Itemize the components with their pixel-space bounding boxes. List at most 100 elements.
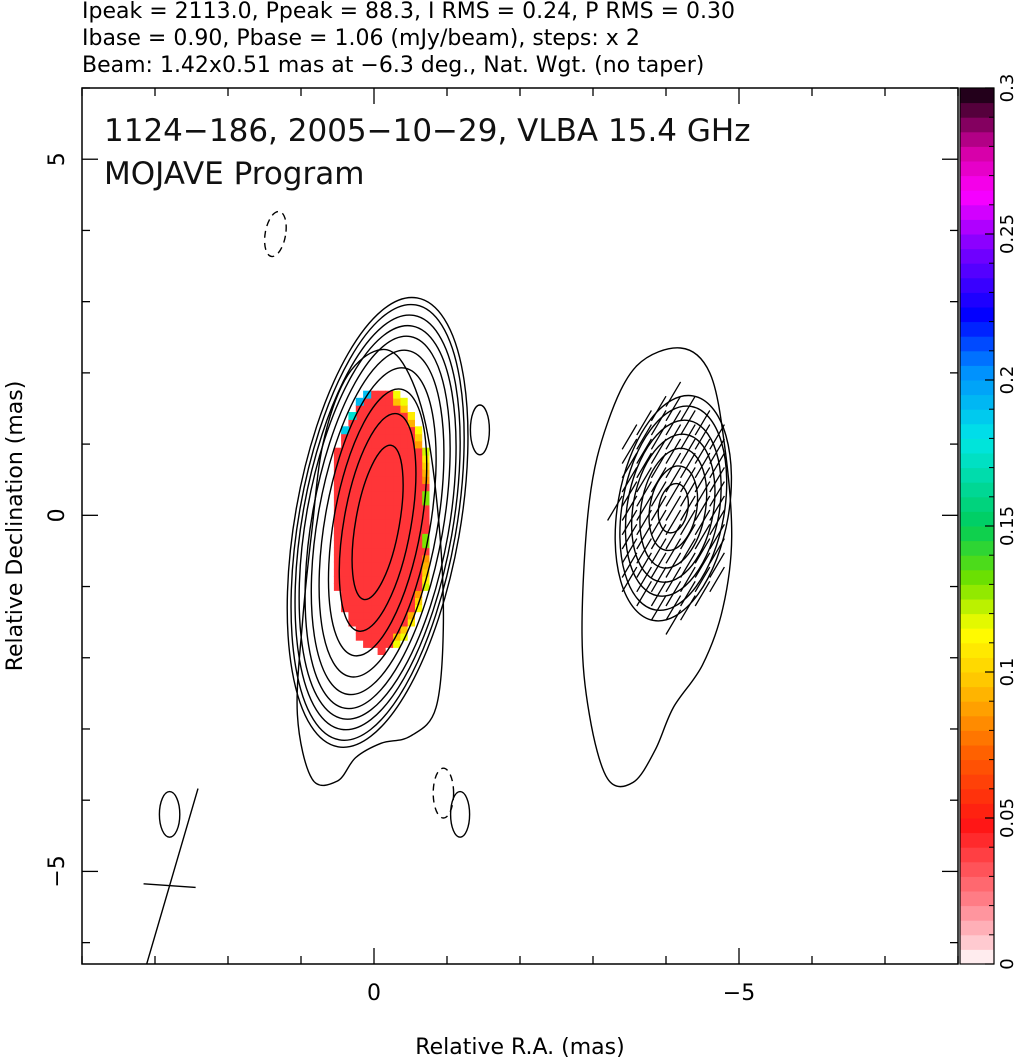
polarization-pixel bbox=[348, 454, 357, 463]
contour-core bbox=[304, 335, 451, 710]
contour-core bbox=[351, 444, 404, 601]
polarization-pixel bbox=[406, 447, 415, 456]
polarization-pixel bbox=[363, 518, 372, 527]
colorbar-cell bbox=[960, 102, 994, 118]
polarization-pixel bbox=[341, 540, 350, 549]
colorbar-cell bbox=[960, 350, 994, 366]
polarization-pixel bbox=[414, 604, 423, 613]
evpa-tick bbox=[665, 481, 682, 507]
polarization-pixel bbox=[406, 412, 415, 420]
polarization-pixel bbox=[421, 461, 430, 470]
evpa-tick bbox=[650, 595, 667, 621]
polarization-pixel bbox=[399, 540, 408, 549]
colorbar-cell bbox=[960, 467, 994, 483]
polarization-pixel bbox=[341, 568, 350, 577]
polarization-pixel bbox=[414, 583, 423, 591]
polarization-pixel bbox=[348, 526, 357, 534]
colorbar-tick-label: 0.25 bbox=[997, 214, 1018, 254]
y-tick-label: 5 bbox=[45, 152, 70, 166]
polarization-pixel bbox=[399, 497, 408, 506]
beam-minor-axis bbox=[143, 883, 196, 889]
polarization-pixel bbox=[355, 554, 364, 563]
polarization-pixel bbox=[406, 611, 415, 620]
map-plot: 0 −5 5 0 −5 1124−186, 2005−10−29, VLBA 15.4 … bbox=[45, 87, 959, 1006]
polarization-pixel bbox=[377, 575, 386, 584]
polarization-pixel bbox=[370, 440, 379, 449]
polarization-pixel bbox=[370, 518, 379, 527]
polarization-pixel bbox=[363, 440, 372, 449]
colorbar-cell bbox=[960, 657, 994, 673]
colorbar-cell bbox=[960, 788, 994, 804]
polarization-pixel bbox=[377, 568, 386, 577]
polarization-pixel bbox=[406, 490, 415, 499]
evpa-tick bbox=[694, 424, 711, 450]
polarization-pixel bbox=[370, 526, 379, 534]
colorbar-cell bbox=[960, 730, 994, 746]
polarization-pixel bbox=[399, 625, 408, 634]
polarization-pixel bbox=[355, 575, 364, 584]
polarization-pixel bbox=[363, 397, 372, 406]
polarization-pixel bbox=[341, 561, 350, 570]
polarization-pixel bbox=[355, 469, 364, 477]
evpa-tick bbox=[709, 566, 725, 593]
polarization-pixel bbox=[392, 390, 401, 399]
polarization-pixel bbox=[414, 426, 423, 435]
polarization-pixel bbox=[385, 526, 394, 534]
evpa-tick bbox=[665, 538, 682, 564]
polarization-pixel bbox=[421, 554, 430, 563]
polarization-pixel bbox=[348, 575, 357, 584]
polarization-pixel bbox=[370, 540, 379, 549]
colorbar-cell bbox=[960, 88, 994, 104]
colorbar-cell bbox=[960, 365, 994, 381]
evpa-tick bbox=[665, 452, 682, 479]
polarization-pixel bbox=[333, 568, 342, 577]
evpa-tick bbox=[680, 595, 696, 621]
polarization-pixel bbox=[348, 590, 357, 598]
evpa-tick bbox=[709, 495, 725, 521]
polarization-pixel bbox=[363, 447, 372, 456]
colorbar-cell bbox=[960, 803, 994, 819]
polarization-pixel bbox=[399, 518, 408, 527]
polarization-pixel bbox=[392, 461, 401, 470]
evpa-tick bbox=[650, 552, 667, 578]
evpa-tick bbox=[694, 438, 711, 464]
polarization-pixel bbox=[399, 440, 408, 449]
polarization-pixel bbox=[363, 561, 372, 570]
polarization-pixel bbox=[363, 568, 372, 577]
polarization-pixel bbox=[414, 526, 423, 534]
polarization-pixel bbox=[414, 590, 423, 598]
polarization-pixel bbox=[392, 540, 401, 549]
polarization-pixel bbox=[385, 640, 394, 648]
polarization-pixel bbox=[377, 590, 386, 598]
polarization-pixel bbox=[385, 568, 394, 577]
polarization-pixel bbox=[333, 575, 342, 584]
plot-subtitle: MOJAVE Program bbox=[104, 156, 364, 192]
polarization-pixel bbox=[370, 604, 379, 613]
polarization-pixel bbox=[392, 590, 401, 598]
polarization-pixel bbox=[399, 511, 408, 520]
polarization-pixel bbox=[363, 490, 372, 499]
polarization-pixel bbox=[333, 554, 342, 563]
polarization-pixel bbox=[355, 511, 364, 520]
polarization-pixel bbox=[392, 583, 401, 591]
polarization-pixel bbox=[399, 412, 408, 420]
polarization-pixel bbox=[385, 547, 394, 556]
polarization-pixel bbox=[355, 440, 364, 449]
polarization-pixel bbox=[363, 476, 372, 484]
polarization-pixel bbox=[421, 476, 430, 484]
polarization-pixel bbox=[363, 404, 372, 413]
polarization-pixel bbox=[333, 454, 342, 463]
polarization-pixel bbox=[414, 440, 423, 449]
evpa-vectors bbox=[607, 381, 725, 635]
contour-noise-negative bbox=[432, 767, 455, 819]
contour-west-outer bbox=[581, 347, 733, 788]
evpa-tick bbox=[709, 452, 725, 479]
polarization-pixel bbox=[392, 640, 401, 648]
contour-west bbox=[639, 447, 708, 569]
polarization-pixel bbox=[399, 433, 408, 442]
evpa-tick bbox=[621, 424, 638, 450]
evpa-tick bbox=[650, 580, 667, 607]
polarization-pixel bbox=[385, 404, 394, 413]
polarization-pixel bbox=[406, 590, 415, 598]
contour-west bbox=[657, 482, 690, 534]
